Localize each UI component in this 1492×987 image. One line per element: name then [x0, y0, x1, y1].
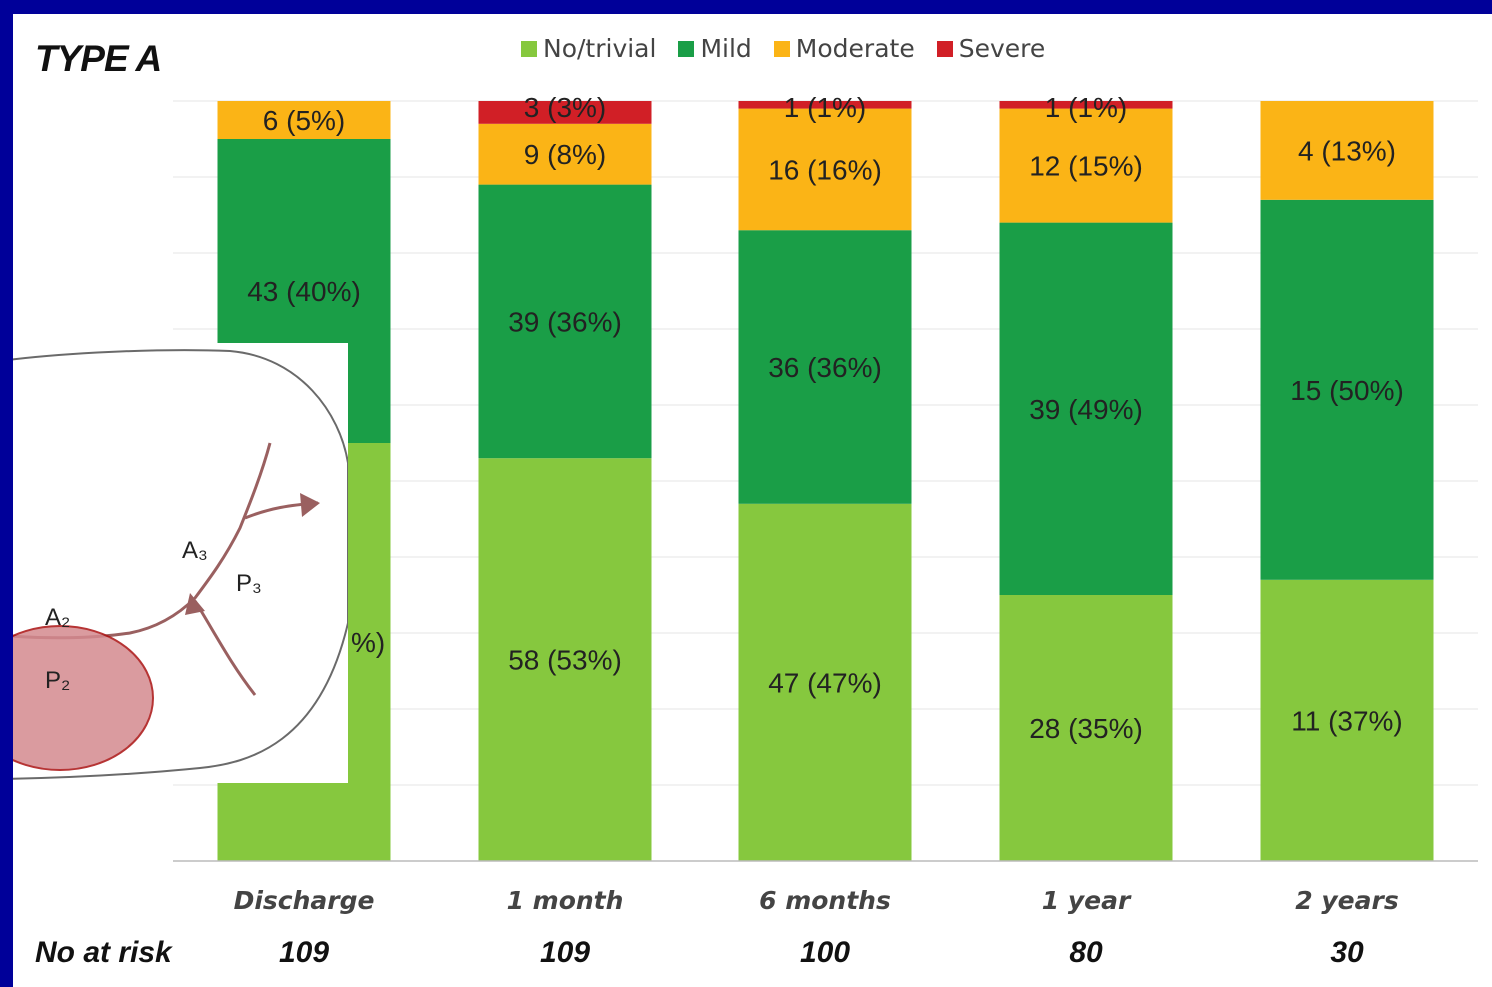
bar-segment: [478, 123, 652, 185]
data-label: 1 (1%): [784, 92, 866, 123]
data-label: 58 (53%): [508, 645, 622, 676]
label-p3: P₃: [236, 570, 262, 597]
bar-segment: [999, 101, 1173, 109]
legend-swatch: [773, 40, 790, 57]
label-p2: P₂: [45, 667, 70, 694]
valve-outline: [13, 349, 348, 780]
x-tick-label: 6 months: [759, 886, 891, 915]
bar-segment: [738, 503, 912, 861]
bar-segment: [999, 222, 1173, 595]
data-label: 39 (49%): [1029, 394, 1143, 425]
data-label: 11 (37%): [1291, 705, 1403, 736]
legend-item: Severe: [936, 34, 1046, 63]
data-label: 1 (1%): [1045, 92, 1127, 123]
x-tick-label: 1 month: [506, 886, 624, 915]
data-label: 39 (36%): [508, 306, 622, 337]
chart-title: TYPE A: [35, 38, 162, 79]
data-label: 3 (3%): [524, 92, 606, 123]
bar-segment: [1260, 101, 1434, 200]
data-label: 43 (40%): [247, 276, 361, 307]
data-label: 9 (8%): [524, 139, 606, 170]
legend-label: Moderate: [795, 34, 915, 63]
data-label: 15 (50%): [1290, 375, 1404, 406]
data-label: 16 (16%): [768, 154, 882, 185]
legend-label: Severe: [958, 34, 1046, 63]
bar-segment: [999, 595, 1173, 861]
bar-segment: [478, 101, 652, 124]
bar-segment: [1260, 199, 1434, 580]
legend-swatch: [521, 40, 537, 57]
legend-swatch: [678, 40, 695, 57]
valve-diagram-inset: A₂ P₂ A₃ P₃: [13, 343, 348, 783]
data-label: 12 (15%): [1029, 151, 1143, 182]
p2-highlight: [13, 625, 154, 771]
legend-label: No/trivial: [543, 34, 657, 63]
x-tick-label: Discharge: [233, 886, 375, 915]
bar-segment: [217, 101, 391, 139]
label-a3: A₃: [182, 537, 208, 564]
legend-item: No/trivial: [521, 34, 656, 63]
legend-item: Moderate: [773, 34, 915, 63]
legend-item: Mild: [678, 34, 752, 63]
data-label: 28 (35%): [1029, 713, 1143, 744]
bar-segment: [738, 108, 912, 231]
risk-table-value: 30: [1330, 936, 1364, 969]
legend-label: Mild: [700, 34, 752, 63]
commissure-node: [300, 493, 320, 517]
commissure-branch: [193, 501, 319, 696]
risk-table-value: 109: [539, 936, 591, 969]
risk-table-value: 109: [278, 936, 330, 969]
bar-segment: [738, 230, 912, 504]
risk-table-label: No at risk: [35, 936, 172, 969]
data-label: 6 (5%): [263, 105, 345, 136]
data-label-partial: %): [351, 627, 385, 658]
data-label: 4 (13%): [1298, 135, 1396, 166]
bar-segment: [478, 184, 652, 459]
risk-table-value: 80: [1069, 936, 1103, 969]
bar-segment: [738, 101, 912, 109]
risk-table-value: 100: [799, 936, 851, 969]
commissure-node-2: [185, 593, 205, 615]
label-a2: A₂: [45, 604, 70, 631]
bar-segment: [478, 458, 652, 861]
legend: No/trivial Mild Moderate Severe: [521, 34, 1045, 63]
bar-segment: [999, 108, 1173, 223]
x-tick-label: 2 years: [1295, 886, 1399, 915]
x-tick-label: 1 year: [1041, 886, 1131, 915]
data-label: 36 (36%): [768, 352, 882, 383]
slide: 43 (40%) 6 (5%) 58 (53%) 39 (36%) 9 (8%) 3 (3…: [13, 14, 1492, 987]
data-label: 47 (47%): [768, 667, 882, 698]
bar-segment: [1260, 579, 1434, 861]
legend-swatch: [936, 40, 953, 57]
bars: 43 (40%) 6 (5%) 58 (53%) 39 (36%) 9 (8%) 3 (3…: [217, 92, 1434, 861]
